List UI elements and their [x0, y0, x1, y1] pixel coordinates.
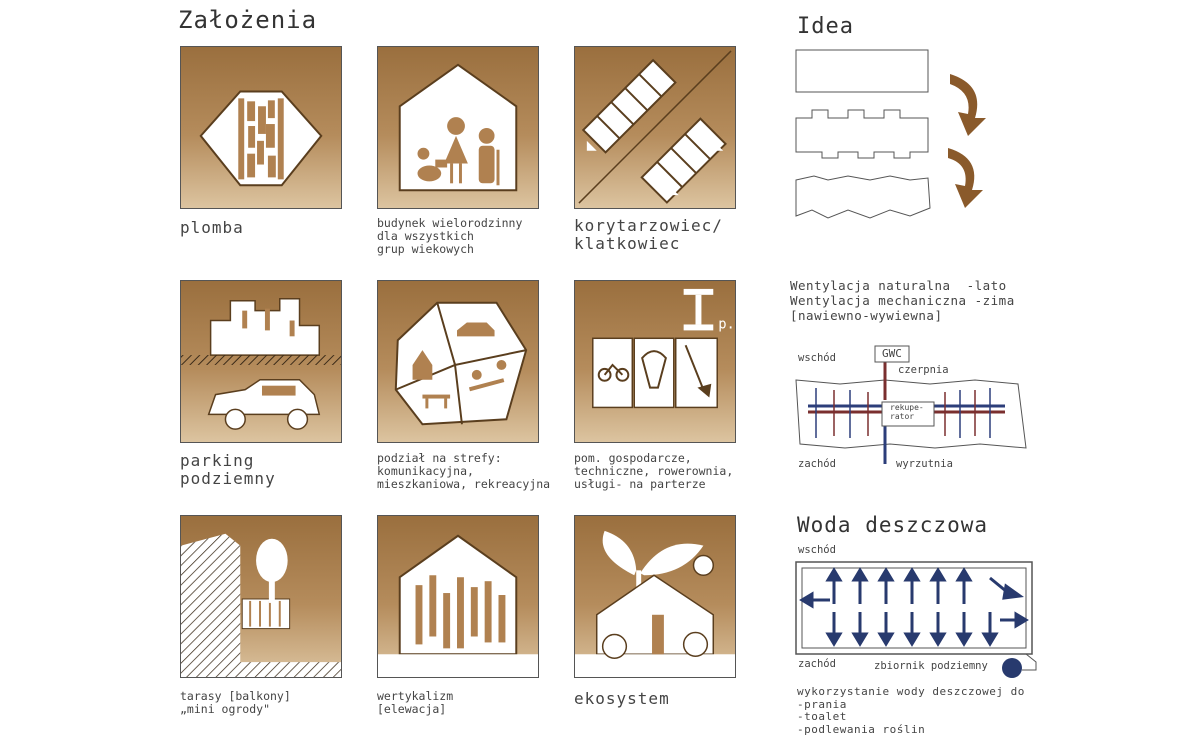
caption-parking: parking podziemny	[180, 451, 276, 489]
svg-text:p.: p.	[718, 316, 735, 332]
tile-korytarzowiec	[574, 46, 736, 209]
zones-icon	[394, 301, 528, 426]
tile-strefy	[377, 280, 539, 443]
car-parking-icon	[181, 298, 341, 430]
terraces-icon	[181, 533, 341, 677]
family-house-icon	[398, 63, 518, 192]
vent-gwc-label: GWC	[882, 347, 902, 360]
caption-budynek: budynek wielorodzinny dla wszystkich grup …	[377, 216, 523, 257]
rainwater-diagram: wschód zachód zbiornik podziemny	[790, 540, 1040, 680]
vertical-facade-icon	[378, 534, 538, 677]
woda-wschod-label: wschód	[798, 544, 836, 556]
tile-plomba	[180, 46, 342, 209]
vent-zachod-label: zachód	[798, 458, 836, 470]
caption-tarasy: tarasy [balkony] „mini ogrody"	[180, 689, 291, 717]
woda-zachod-label: zachód	[798, 658, 836, 670]
vent-rekuperator-label: rekupe-rator	[890, 403, 924, 421]
tile-ekosystem	[574, 515, 736, 678]
ecosystem-icon	[575, 530, 735, 677]
caption-plomba: plomba	[180, 218, 244, 237]
corridor-layout-icon	[578, 50, 732, 204]
tile-wertykalizm	[377, 515, 539, 678]
heading-woda-deszczowa: Woda deszczowa	[797, 513, 989, 537]
caption-ekosystem: ekosystem	[574, 689, 670, 708]
vent-wschod-label: wschód	[798, 352, 836, 364]
caption-strefy: podział na strefy: komunikacyjna, mieszkan…	[377, 451, 551, 492]
idea-diagram	[790, 40, 1000, 230]
building-infill-icon	[199, 90, 323, 187]
heading-zalozenia: Założenia	[178, 6, 318, 34]
caption-gospodarcze: pom. gospodarcze, techniczne, rowerownia,…	[574, 451, 734, 492]
tile-budynek	[377, 46, 539, 209]
ventilation-diagram: wschód GWC czerpnia rekupe-rator zachód …	[790, 340, 1035, 480]
vent-wyrzutnia-label: wyrzutnia	[896, 458, 953, 470]
heading-idea: Idea	[797, 14, 854, 39]
caption-wertykalizm: wertykalizm [elewacja]	[377, 689, 454, 717]
tile-parking	[180, 280, 342, 443]
woda-zbiornik-label: zbiornik podziemny	[874, 660, 988, 672]
caption-korytarzowiec: korytarzowiec/klatkowiec	[574, 216, 723, 254]
wentylacja-text: Wentylacja naturalna -lato Wentylacja mec…	[790, 278, 1015, 323]
tile-tarasy	[180, 515, 342, 678]
vent-czerpnia-label: czerpnia	[898, 364, 949, 376]
tile-gospodarcze: p.	[574, 280, 736, 443]
utility-rooms-icon: p.	[592, 288, 735, 409]
woda-usage-text: wykorzystanie wody deszczowej do -prania -…	[797, 685, 1025, 736]
